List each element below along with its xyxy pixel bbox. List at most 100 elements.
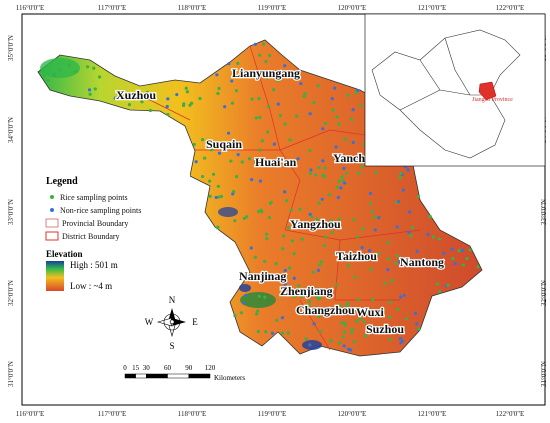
- scale-bar: 0 15 30 60 90 120 Kilometers: [123, 364, 245, 382]
- scale-segment: [188, 373, 211, 379]
- sampling-point: [234, 175, 239, 179]
- sampling-point: [208, 179, 212, 183]
- sampling-point: [356, 298, 360, 302]
- scale-unit: Kilometers: [214, 374, 245, 382]
- sampling-point: [283, 190, 287, 194]
- sampling-point: [300, 237, 304, 241]
- sampling-point: [181, 103, 186, 108]
- sampling-point: [92, 66, 96, 70]
- sampling-point: [261, 42, 266, 46]
- sampling-point: [388, 300, 392, 304]
- sampling-point: [368, 191, 373, 196]
- city-label: Yangzhou: [290, 217, 341, 231]
- sampling-point: [264, 59, 268, 64]
- scale-label: 0: [123, 364, 127, 372]
- sampling-point: [341, 335, 345, 339]
- sampling-point: [398, 326, 402, 330]
- sampling-point: [308, 343, 312, 347]
- city-label: Xuzhou: [116, 88, 156, 102]
- city-label: Suzhou: [366, 322, 404, 336]
- sampling-point: [339, 186, 343, 190]
- sampling-point: [388, 337, 392, 342]
- city-label: Huai'an: [255, 155, 297, 169]
- sampling-point: [334, 283, 339, 287]
- sampling-point: [42, 74, 46, 78]
- sampling-point: [327, 193, 331, 197]
- sampling-point: [254, 160, 258, 164]
- legend-box: [40, 172, 190, 300]
- lat-label: 32°0'0"N: [7, 280, 15, 306]
- sampling-point: [402, 293, 406, 298]
- sampling-point: [259, 208, 263, 212]
- sampling-point: [428, 215, 432, 219]
- sampling-point: [299, 295, 303, 299]
- sampling-point: [377, 216, 381, 220]
- sampling-point: [250, 177, 254, 182]
- sampling-point: [320, 260, 324, 264]
- sampling-point: [329, 339, 333, 343]
- sampling-point: [166, 97, 170, 101]
- sampling-point: [276, 102, 280, 106]
- lon-label: 117°0'0"E: [98, 4, 126, 12]
- sampling-point: [358, 317, 362, 321]
- sampling-point: [342, 344, 346, 348]
- sampling-point: [435, 282, 440, 286]
- sampling-point: [215, 73, 219, 77]
- sampling-point: [198, 96, 202, 101]
- sampling-point: [346, 347, 351, 351]
- sampling-point: [266, 104, 271, 109]
- sampling-point: [346, 264, 350, 268]
- sampling-point: [233, 219, 237, 223]
- lon-label: 119°0'0"E: [258, 410, 286, 418]
- sampling-point: [335, 185, 339, 189]
- sampling-point: [323, 166, 327, 170]
- sampling-point: [299, 81, 303, 86]
- sampling-point: [416, 194, 421, 199]
- sampling-point: [263, 259, 267, 263]
- sampling-point: [321, 127, 325, 131]
- sampling-point: [275, 318, 279, 322]
- sampling-point: [265, 237, 269, 241]
- sampling-point: [457, 249, 461, 253]
- sampling-point: [310, 215, 314, 219]
- sampling-point: [388, 315, 392, 319]
- sampling-point: [298, 207, 302, 211]
- sampling-point: [272, 88, 276, 92]
- sampling-point: [342, 181, 347, 185]
- sampling-point: [257, 96, 261, 101]
- sampling-point: [324, 235, 328, 239]
- sampling-point: [188, 103, 192, 107]
- compass-s: S: [169, 341, 174, 351]
- sampling-point: [335, 115, 339, 119]
- sampling-point: [396, 307, 400, 311]
- sampling-point: [256, 329, 260, 334]
- lon-label: 118°0'0"E: [178, 4, 206, 12]
- sampling-point: [338, 304, 342, 308]
- sampling-point: [330, 97, 334, 101]
- legend-item: District Boundary: [62, 232, 120, 241]
- sampling-point: [321, 220, 325, 225]
- sampling-point: [400, 339, 405, 343]
- sampling-point: [165, 104, 169, 109]
- sampling-point: [223, 105, 227, 109]
- sampling-point: [175, 92, 179, 97]
- sampling-point: [304, 337, 308, 341]
- sampling-point: [395, 225, 399, 229]
- sampling-point: [74, 69, 78, 74]
- sampling-point: [355, 235, 359, 239]
- sampling-point: [341, 178, 345, 183]
- sampling-point: [217, 86, 221, 91]
- sampling-point: [307, 300, 312, 304]
- sampling-point: [208, 194, 212, 198]
- sampling-point: [337, 217, 341, 221]
- sampling-point: [309, 168, 313, 172]
- elevation-low: Low : ~4 m: [70, 281, 112, 291]
- sampling-point: [367, 257, 371, 261]
- sampling-point: [258, 179, 263, 183]
- sampling-point: [245, 215, 249, 219]
- sampling-point: [328, 292, 332, 296]
- sampling-point: [234, 89, 239, 93]
- sampling-point: [386, 241, 390, 245]
- sampling-point: [214, 195, 218, 200]
- sampling-point: [185, 90, 189, 94]
